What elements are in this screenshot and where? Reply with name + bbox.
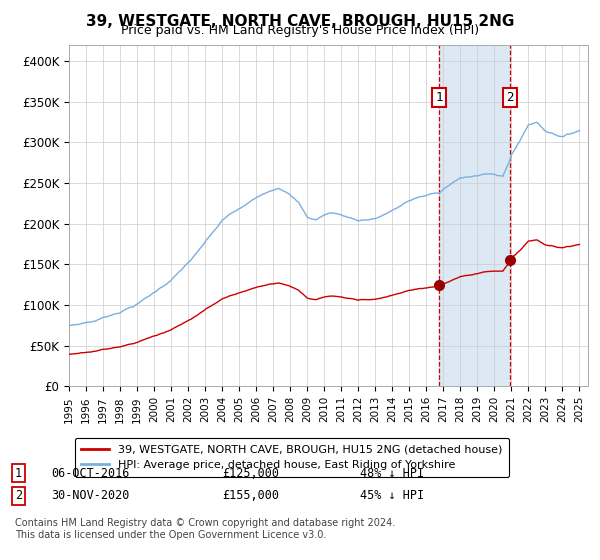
- Legend: 39, WESTGATE, NORTH CAVE, BROUGH, HU15 2NG (detached house), HPI: Average price,: 39, WESTGATE, NORTH CAVE, BROUGH, HU15 2…: [74, 438, 509, 477]
- Text: Price paid vs. HM Land Registry's House Price Index (HPI): Price paid vs. HM Land Registry's House …: [121, 24, 479, 37]
- Text: Contains HM Land Registry data © Crown copyright and database right 2024.
This d: Contains HM Land Registry data © Crown c…: [15, 519, 395, 540]
- Text: £155,000: £155,000: [222, 489, 279, 502]
- Text: 39, WESTGATE, NORTH CAVE, BROUGH, HU15 2NG: 39, WESTGATE, NORTH CAVE, BROUGH, HU15 2…: [86, 14, 514, 29]
- Text: 1: 1: [15, 466, 22, 480]
- Text: 48% ↓ HPI: 48% ↓ HPI: [360, 466, 424, 480]
- Text: 1: 1: [436, 91, 443, 104]
- Text: 45% ↓ HPI: 45% ↓ HPI: [360, 489, 424, 502]
- Bar: [439, 45, 510, 386]
- Text: 30-NOV-2020: 30-NOV-2020: [51, 489, 130, 502]
- Text: 2: 2: [506, 91, 514, 104]
- Text: 06-OCT-2016: 06-OCT-2016: [51, 466, 130, 480]
- Text: 2: 2: [15, 489, 22, 502]
- Text: £125,000: £125,000: [222, 466, 279, 480]
